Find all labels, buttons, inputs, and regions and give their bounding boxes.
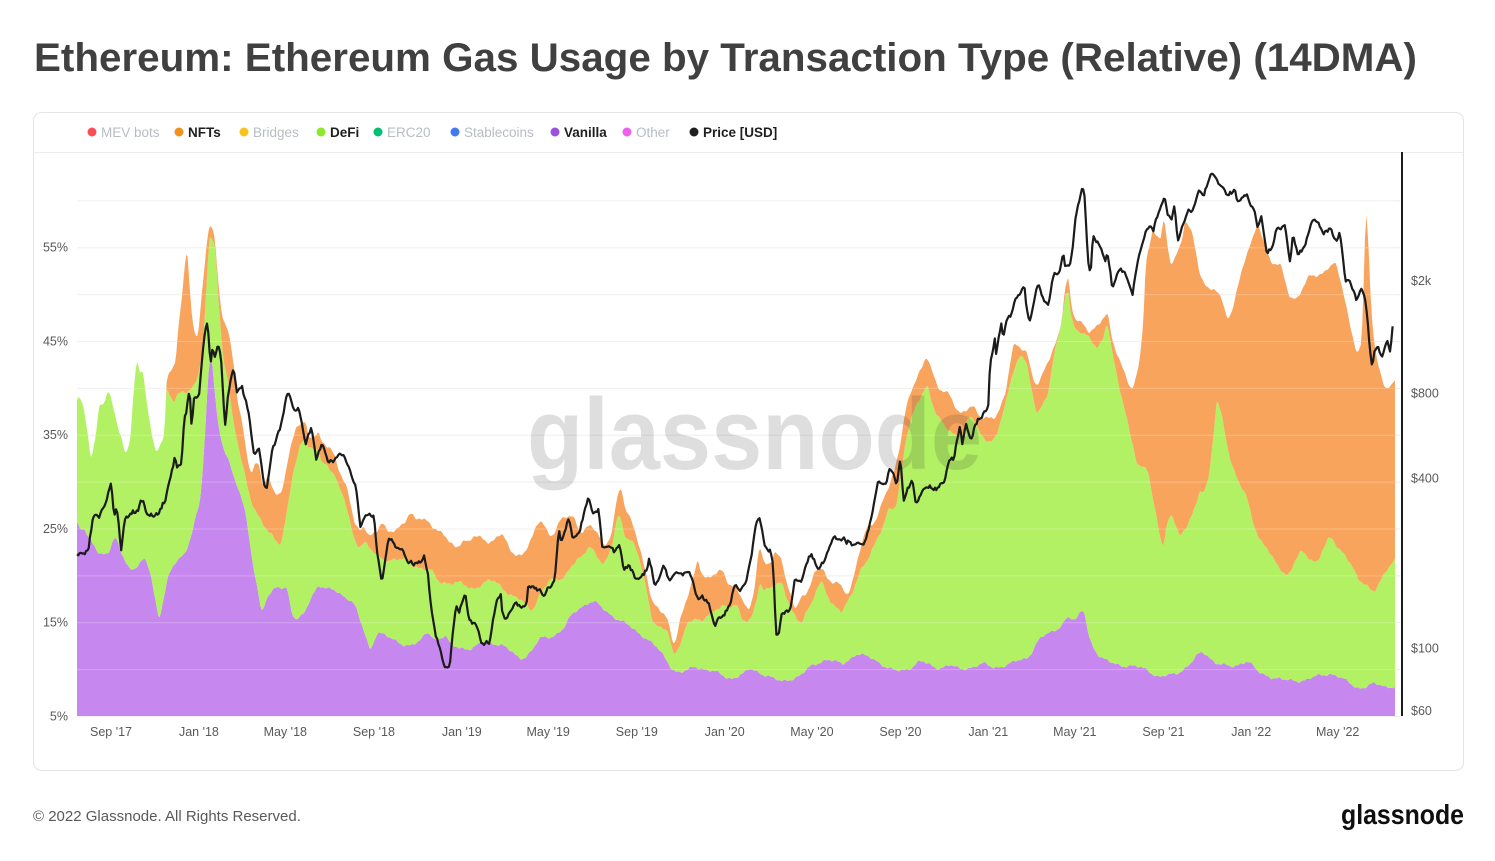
svg-text:Jan '22: Jan '22 xyxy=(1231,725,1271,739)
svg-text:45%: 45% xyxy=(43,334,68,348)
svg-text:May '21: May '21 xyxy=(1053,725,1096,739)
svg-text:$800: $800 xyxy=(1411,387,1439,401)
svg-text:Other: Other xyxy=(636,125,670,140)
svg-text:© 2022 Glassnode. All Rights R: © 2022 Glassnode. All Rights Reserved. xyxy=(33,808,301,825)
svg-text:DeFi: DeFi xyxy=(330,125,359,140)
svg-text:Sep '20: Sep '20 xyxy=(879,725,921,739)
svg-text:glassnode: glassnode xyxy=(527,379,982,491)
svg-text:Sep '17: Sep '17 xyxy=(90,725,132,739)
svg-text:15%: 15% xyxy=(43,616,68,630)
svg-text:$60: $60 xyxy=(1411,704,1432,718)
svg-text:55%: 55% xyxy=(43,241,68,255)
svg-text:May '22: May '22 xyxy=(1316,725,1359,739)
svg-text:$2k: $2k xyxy=(1411,274,1432,288)
svg-text:MEV bots: MEV bots xyxy=(101,125,160,140)
svg-text:Sep '19: Sep '19 xyxy=(616,725,658,739)
svg-text:Ethereum: Ethereum Gas Usage b: Ethereum: Ethereum Gas Usage by Transact… xyxy=(34,36,1417,80)
svg-text:Sep '18: Sep '18 xyxy=(353,725,395,739)
svg-text:ERC20: ERC20 xyxy=(387,125,431,140)
svg-text:$100: $100 xyxy=(1411,642,1439,656)
svg-text:Price [USD]: Price [USD] xyxy=(703,125,777,140)
svg-text:May '18: May '18 xyxy=(264,725,307,739)
svg-text:Sep '21: Sep '21 xyxy=(1142,725,1184,739)
svg-text:Jan '20: Jan '20 xyxy=(705,725,745,739)
svg-text:NFTs: NFTs xyxy=(188,125,221,140)
svg-text:May '19: May '19 xyxy=(527,725,570,739)
svg-text:Jan '19: Jan '19 xyxy=(442,725,482,739)
svg-text:Jan '21: Jan '21 xyxy=(968,725,1008,739)
svg-text:Stablecoins: Stablecoins xyxy=(464,125,534,140)
svg-text:35%: 35% xyxy=(43,428,68,442)
svg-text:25%: 25% xyxy=(43,522,68,536)
svg-text:May '20: May '20 xyxy=(790,725,833,739)
svg-text:5%: 5% xyxy=(50,709,68,723)
svg-text:Jan '18: Jan '18 xyxy=(179,725,219,739)
svg-text:Bridges: Bridges xyxy=(253,125,299,140)
svg-text:Vanilla: Vanilla xyxy=(564,125,607,140)
svg-text:glassnode: glassnode xyxy=(1341,799,1464,830)
svg-text:$400: $400 xyxy=(1411,472,1439,486)
